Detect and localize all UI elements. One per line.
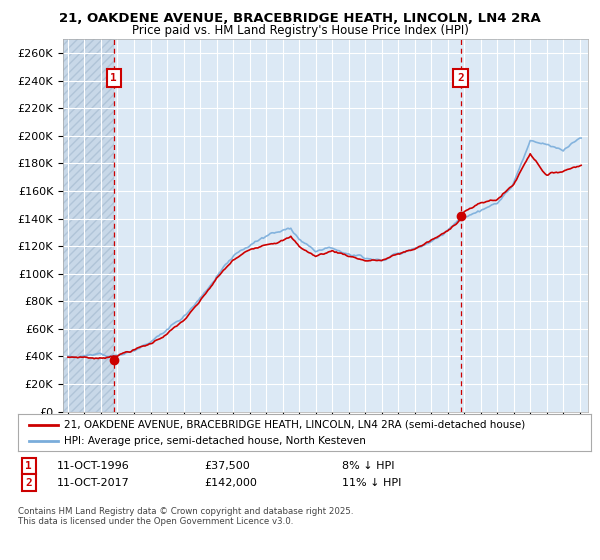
Text: 1: 1 (110, 73, 117, 83)
Text: 21, OAKDENE AVENUE, BRACEBRIDGE HEATH, LINCOLN, LN4 2RA (semi-detached house): 21, OAKDENE AVENUE, BRACEBRIDGE HEATH, L… (64, 419, 525, 430)
Text: 2: 2 (457, 73, 464, 83)
Text: 1: 1 (25, 461, 32, 471)
Text: Price paid vs. HM Land Registry's House Price Index (HPI): Price paid vs. HM Land Registry's House … (131, 24, 469, 36)
Text: 2: 2 (25, 478, 32, 488)
Text: 8% ↓ HPI: 8% ↓ HPI (342, 461, 395, 471)
Text: HPI: Average price, semi-detached house, North Kesteven: HPI: Average price, semi-detached house,… (64, 436, 366, 446)
Text: 11-OCT-1996: 11-OCT-1996 (57, 461, 130, 471)
Text: 21, OAKDENE AVENUE, BRACEBRIDGE HEATH, LINCOLN, LN4 2RA: 21, OAKDENE AVENUE, BRACEBRIDGE HEATH, L… (59, 12, 541, 25)
Text: £37,500: £37,500 (204, 461, 250, 471)
Text: Contains HM Land Registry data © Crown copyright and database right 2025.
This d: Contains HM Land Registry data © Crown c… (18, 507, 353, 526)
Text: 11-OCT-2017: 11-OCT-2017 (57, 478, 130, 488)
Text: £142,000: £142,000 (204, 478, 257, 488)
Text: 11% ↓ HPI: 11% ↓ HPI (342, 478, 401, 488)
